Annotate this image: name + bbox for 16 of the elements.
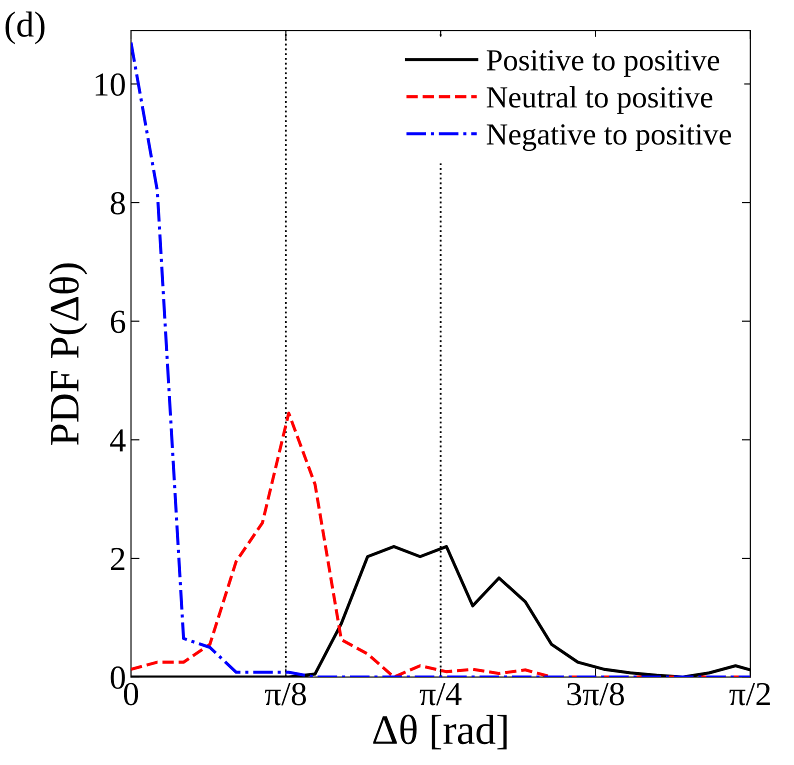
y-tick-label: 10 <box>96 73 125 96</box>
x-tick-label: 3π/8 <box>567 682 624 706</box>
legend-label: Negative to positive <box>486 124 731 152</box>
y-axis-title: PDF P(Δθ) <box>49 263 88 445</box>
x-tick-label: π/4 <box>420 683 462 706</box>
y-tick-label: 8 <box>110 192 125 214</box>
legend-label: Neutral to positive <box>486 86 712 114</box>
text: (d) <box>6 11 44 44</box>
y-tick-label: 2 <box>110 548 124 570</box>
y-tick-label: 0 <box>110 666 125 689</box>
legend-label: Positive to positive <box>486 50 720 77</box>
x-tick-label: π/8 <box>264 682 306 706</box>
y-tick-label: 4 <box>110 429 126 452</box>
y-tick-label: 6 <box>110 310 126 334</box>
x-axis-title: Δθ [rad] <box>373 714 507 750</box>
x-tick-label: π/2 <box>729 682 770 706</box>
